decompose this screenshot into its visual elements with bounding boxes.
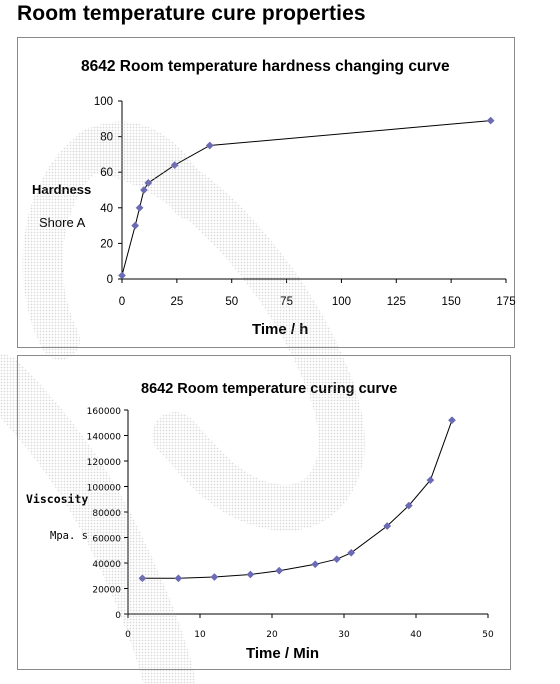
x-tick-label: 0 [119,296,125,308]
y-tick-label: 100 [94,96,113,108]
data-point [144,178,153,187]
x-tick-label: 50 [482,630,494,640]
y-tick-label: 160000 [87,407,122,417]
data-point [118,271,126,280]
data-point [139,186,148,194]
y-axis-label: Hardness [32,182,91,197]
hardness-chart: 8642 Room temperature hardness changing … [32,58,516,338]
data-point [448,416,456,425]
data-point [383,522,392,530]
y-tick-label: 40000 [92,560,121,570]
x-tick-label: 25 [170,296,183,308]
data-point [347,548,356,557]
page-title: Room temperature cure properties [17,2,366,25]
y-tick-label: 0 [115,611,121,621]
series-line [142,420,453,579]
x-axis-label: Time / Min [246,645,319,662]
data-point [135,203,144,212]
data-point [174,574,183,583]
viscosity-chart: 8642 Room temperature curing curve 0 2000… [26,381,494,662]
data-point [205,141,214,150]
y-tick-label: 80000 [92,509,121,519]
y-axis-unit: Mpa. s [50,530,88,542]
y-tick-label: 20 [100,238,113,250]
x-tick-label: 150 [442,296,461,308]
x-tick-label: 50 [225,296,238,308]
y-axis-unit: Shore A [39,215,86,230]
chart-title: 8642 Room temperature curing curve [141,381,397,397]
x-tick-label: 10 [194,630,206,640]
x-tick-label: 30 [338,630,350,640]
data-point [404,501,413,510]
data-point [426,476,435,485]
hardness-chart-panel: 8642 Room temperature hardness changing … [17,37,516,348]
data-point [246,570,255,579]
y-tick-label: 60000 [92,535,121,545]
data-point [131,221,140,230]
y-tick-label: 120000 [87,458,122,468]
data-point [275,566,284,575]
data-point [332,555,341,564]
x-tick-label: 40 [410,630,422,640]
series-line [121,120,491,276]
y-tick-label: 80 [100,132,113,144]
y-axis-label: Viscosity [26,492,88,506]
y-tick-label: 140000 [87,433,122,443]
data-point [170,161,179,170]
data-point [138,574,147,583]
data-point [311,560,320,569]
chart-title: 8642 Room temperature hardness changing … [81,58,450,75]
y-tick-label: 20000 [92,586,121,596]
x-tick-label: 175 [496,296,515,308]
viscosity-chart-panel: 8642 Room temperature curing curve 0 2000… [17,355,511,670]
y-tick-label: 40 [100,203,113,215]
x-tick-label: 100 [332,296,351,308]
x-tick-label: 0 [125,630,131,640]
x-tick-label: 125 [387,296,406,308]
y-tick-label: 100000 [87,484,122,494]
y-tick-label: 60 [100,167,113,179]
data-point [486,116,495,125]
y-tick-label: 0 [107,274,113,286]
x-axis-label: Time / h [252,321,308,338]
data-point [210,573,219,581]
x-tick-label: 75 [280,296,293,308]
x-tick-label: 20 [266,630,278,640]
